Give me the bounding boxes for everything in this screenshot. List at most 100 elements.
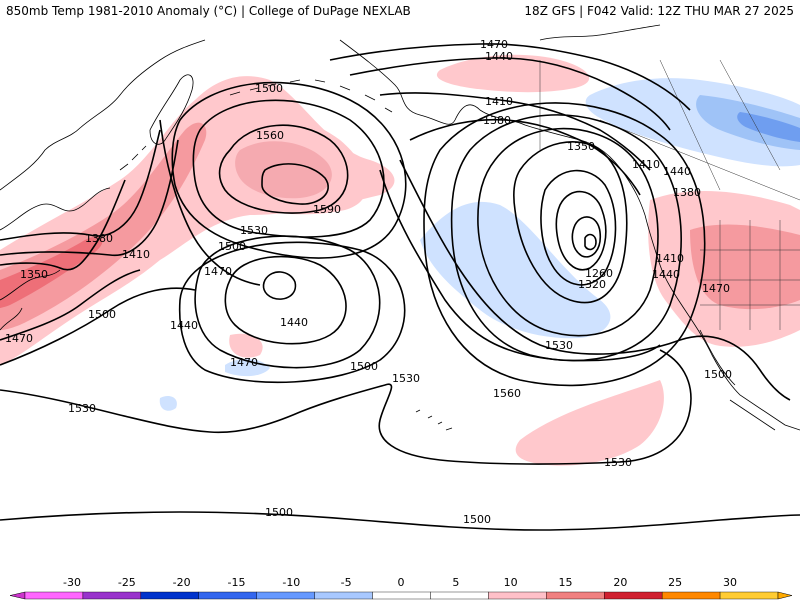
colorbar-tick-label: 20 <box>613 576 627 589</box>
contour-1500-west <box>171 81 407 259</box>
contour-1500-south <box>0 511 800 531</box>
colorbar-tick-label: -15 <box>228 576 246 589</box>
contour-label: 1500 <box>350 360 378 373</box>
contour-1590-high <box>261 163 329 205</box>
colorbar-segment <box>256 591 315 600</box>
contour-labels: 1470 1440 1410 1380 1350 1260 1320 1500 … <box>5 38 732 526</box>
state-borders <box>700 220 800 330</box>
contour-label: 1410 <box>632 158 660 171</box>
contour-label: 1500 <box>218 240 246 253</box>
coastline-hawaii <box>415 409 453 431</box>
colorbar-segment <box>24 591 84 600</box>
contour-label: 1500 <box>704 368 732 381</box>
contour-label: 1470 <box>5 332 33 345</box>
colorbar-tick-label: 15 <box>559 576 573 589</box>
contour-1410-west-low <box>262 271 297 300</box>
colorbar-segment <box>198 591 257 600</box>
coastline-alaska-north <box>539 24 661 41</box>
contour-1260-low <box>571 216 602 258</box>
contour-1350-asia <box>0 179 126 271</box>
contour-label: 1410 <box>122 248 150 261</box>
coastline-kamchatka <box>149 74 194 145</box>
colorbar-segment <box>140 591 199 600</box>
colorbar-tick-label: 5 <box>452 576 459 589</box>
contour-1500-west-low <box>178 241 406 384</box>
contour-label: 1440 <box>663 165 691 178</box>
contour-1470-west <box>159 119 261 286</box>
contour-label: 1470 <box>480 38 508 51</box>
colorbar-tick-labels: -30 -25 -20 -15 -10 -5 0 5 10 15 20 25 30 <box>63 576 737 589</box>
contour-label: 1590 <box>313 203 341 216</box>
warm-anomaly-alaska <box>436 54 590 93</box>
contour-low-center <box>584 233 597 251</box>
colorbar-tick-label: -30 <box>63 576 81 589</box>
contour-1380-asia <box>0 129 161 241</box>
coastline-asia <box>0 39 206 331</box>
contour-label: 1470 <box>702 282 730 295</box>
contour-1470-low <box>423 102 706 387</box>
colorbar-segment <box>719 591 779 600</box>
run-info: 18Z GFS | F042 Valid: 12Z THU MAR 27 202… <box>524 4 794 18</box>
contour-label: 1410 <box>485 95 513 108</box>
contour-1440-north <box>349 57 671 131</box>
contour-label: 1560 <box>256 129 284 142</box>
contour-1500-east <box>399 159 791 401</box>
contour-1380-north <box>409 118 641 196</box>
colorbar-tick-label: -10 <box>282 576 300 589</box>
warm-anomaly-west-us-core <box>690 224 800 310</box>
contour-label-1500-south-right: 1500 <box>463 513 491 526</box>
colorbar-segment <box>430 591 489 600</box>
colorbar-tick-label: -5 <box>341 576 352 589</box>
contour-label: 1440 <box>170 319 198 332</box>
contour-label: 1470 <box>204 265 232 278</box>
colorbar-tick-label: 25 <box>668 576 682 589</box>
contour-1410-asia <box>0 139 179 257</box>
cool-anomaly-spot-2 <box>159 396 177 411</box>
anomaly-shading <box>0 54 800 466</box>
contour-1350-low <box>513 141 628 304</box>
colorbar-segment <box>488 591 547 600</box>
contour-label: 1440 <box>280 316 308 329</box>
contour-1320-low <box>540 169 617 286</box>
map-title: 850mb Temp 1981-2010 Anomaly (°C) | Coll… <box>6 4 411 18</box>
contour-1470-north <box>329 43 691 111</box>
coastlines <box>0 24 800 431</box>
cool-anomaly-canada <box>585 78 800 167</box>
colorbar-segment <box>546 591 605 600</box>
colorbar-segment <box>661 591 721 600</box>
colorbar-tick-label: 30 <box>723 576 737 589</box>
contour-label-1530-west: 1530 <box>68 402 96 415</box>
colorbar-segment <box>604 591 663 600</box>
coastline-na-west <box>644 214 800 431</box>
contour-label: 1260 <box>585 267 613 280</box>
colorbar-bar <box>9 591 793 600</box>
colorbar-tick-label: 10 <box>504 576 518 589</box>
contour-label: 1380 <box>483 114 511 127</box>
contour-1440-low <box>450 114 682 362</box>
contour-label: 1380 <box>85 232 113 245</box>
contour-label: 1500 <box>88 308 116 321</box>
contour-label: 1530 <box>392 372 420 385</box>
warm-anomaly-pacific-high-core <box>235 141 332 199</box>
contour-1290-low <box>555 190 607 271</box>
cool-anomaly-canada-strong <box>737 112 800 142</box>
contour-1410-north <box>379 92 651 171</box>
colorbar: -30 -25 -20 -15 -10 -5 0 5 10 15 20 25 30 <box>9 576 793 600</box>
contour-label: 1470 <box>230 356 258 369</box>
coastline-alaska <box>339 39 646 216</box>
contour-label: 1350 <box>567 140 595 153</box>
contour-1470-asia <box>0 269 141 341</box>
contour-label: 1350 <box>20 268 48 281</box>
colorbar-low-arrow <box>9 591 26 600</box>
colorbar-high-arrow <box>777 591 793 600</box>
colorbar-segment <box>82 591 142 600</box>
contour-1530-east <box>379 169 661 362</box>
warm-anomaly-subtropic <box>515 380 664 466</box>
contour-label: 1380 <box>673 186 701 199</box>
contour-1500-asia <box>0 287 196 366</box>
contour-label: 1320 <box>578 278 606 291</box>
coastline-kuril <box>119 145 147 171</box>
colorbar-tick-label: -20 <box>173 576 191 589</box>
colorbar-tick-label: -25 <box>118 576 136 589</box>
